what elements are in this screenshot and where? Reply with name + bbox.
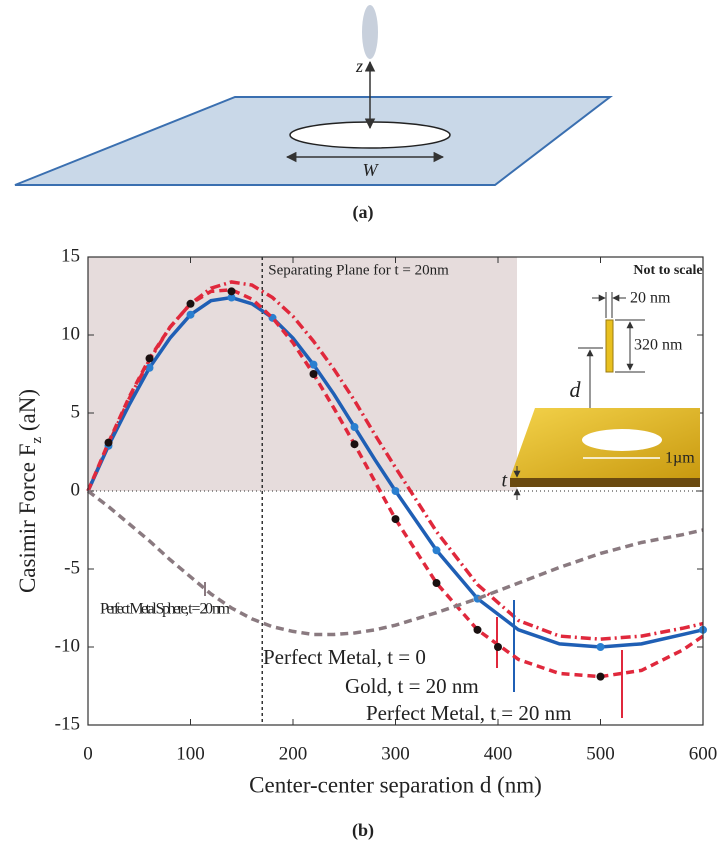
data-point — [432, 546, 441, 555]
data-point — [227, 293, 236, 302]
y-tick-label: 0 — [71, 479, 81, 500]
data-point — [145, 363, 154, 372]
inset-probe — [605, 319, 614, 373]
data-point — [596, 672, 605, 681]
shaded-region — [88, 257, 517, 491]
panel-a: z W (a) — [14, 5, 613, 223]
data-point — [186, 310, 195, 319]
x-tick-label: 200 — [279, 743, 308, 764]
series-line — [86, 287, 704, 679]
series-line — [86, 280, 704, 641]
data-point — [227, 287, 236, 296]
data-point — [391, 487, 400, 495]
x-tick-label: 400 — [484, 743, 513, 764]
series-label: Perfect Metal, t = 0 — [263, 645, 426, 669]
data-point — [104, 438, 113, 447]
data-point — [473, 625, 482, 634]
x-axis-label: Center-center separation d (nm) — [249, 772, 542, 797]
y-tick-label: -15 — [55, 713, 80, 734]
inset-hole — [582, 429, 662, 451]
y-axis-label-part: z — [29, 437, 45, 444]
inset-t: t — [501, 470, 507, 492]
data-point — [145, 354, 154, 363]
plot-frame — [87, 256, 704, 726]
inset-height: 320 nm — [634, 337, 683, 354]
y-axis-label: Casimir Force Fz (aN) — [15, 389, 45, 593]
separating-plane-label: Separating Plane for t = 20nm — [268, 262, 449, 278]
plot: Separating Plane for t = 20nm Perfect Met… — [86, 256, 707, 726]
y-tick-label: 10 — [61, 323, 80, 344]
data-point — [309, 360, 318, 369]
y-tick-label: 15 — [61, 245, 80, 266]
inset-plate-edge — [510, 478, 700, 487]
inset-width: 20 nm — [630, 290, 671, 307]
data-point — [596, 643, 605, 651]
series-line — [86, 295, 704, 649]
series-line — [86, 489, 704, 637]
data-point — [391, 515, 400, 524]
w-label: W — [363, 160, 380, 180]
data-point — [350, 423, 359, 432]
series-label: Perfect Metal, t = 20 nm — [366, 701, 571, 725]
y-axis-label-part: Casimir Force F — [15, 444, 40, 594]
z-label: z — [355, 56, 363, 76]
inset-hole-label: 1µm — [665, 450, 695, 467]
data-point — [309, 370, 318, 378]
series-label: Gold, t = 20 nm — [345, 674, 479, 698]
probe — [362, 5, 378, 59]
inset-d: d — [570, 377, 582, 402]
inset-note: Not to scale — [633, 263, 702, 278]
inset: Not to scale 20 nm 320 nm d 1µm t — [501, 263, 703, 500]
x-tick-label: 0 — [83, 743, 93, 764]
x-tick-label: 100 — [176, 743, 205, 764]
series-label: Perfect Metal Sphere, t = 20 nm — [100, 601, 231, 618]
caption-a: (a) — [353, 202, 374, 223]
data-point — [350, 440, 359, 449]
data-point — [494, 643, 502, 651]
y-tick-label: -10 — [55, 635, 80, 656]
data-point — [432, 579, 441, 588]
caption-b: (b) — [352, 820, 374, 841]
x-tick-label: 500 — [586, 743, 615, 764]
y-tick-label: -5 — [64, 557, 80, 578]
data-point — [186, 299, 195, 308]
y-axis-label-part: (aN) — [15, 389, 40, 437]
x-tick-label: 600 — [689, 743, 718, 764]
y-tick-label: 5 — [71, 401, 81, 422]
x-tick-label: 300 — [381, 743, 410, 764]
